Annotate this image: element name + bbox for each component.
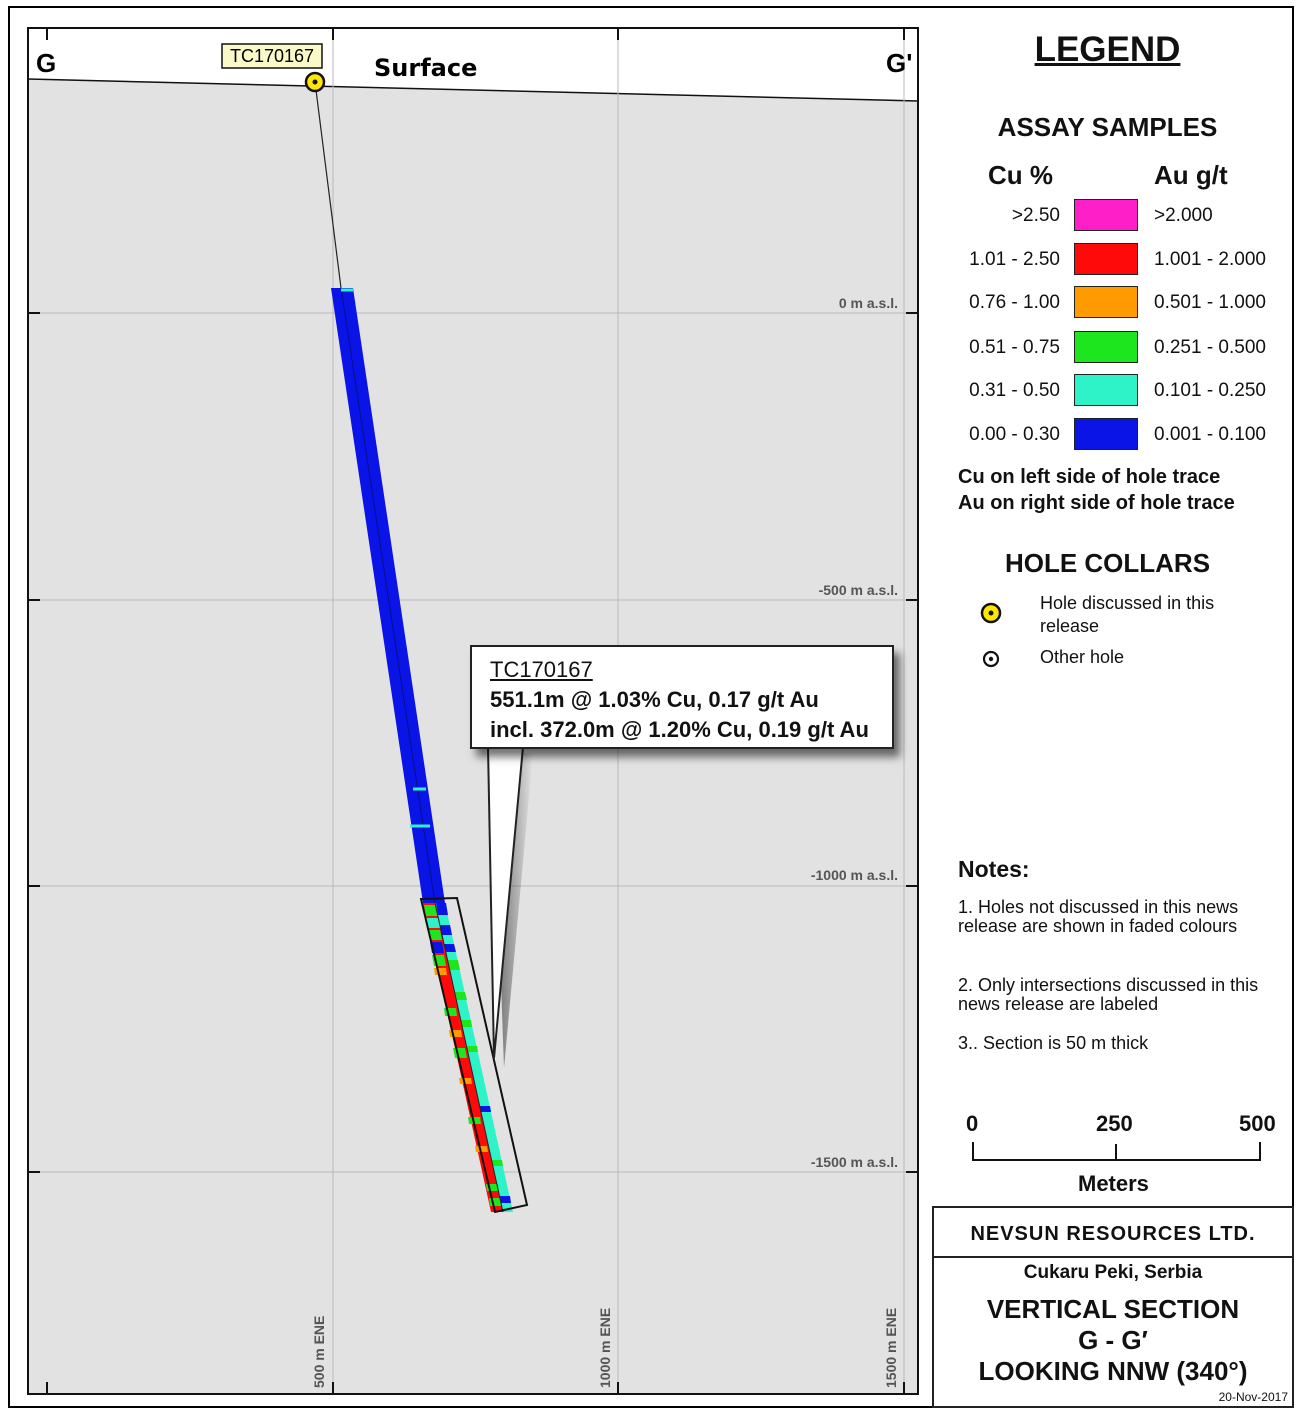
easting-label-1500: 1500 m ENE xyxy=(883,1308,899,1388)
legend-collar-discussed-label: Hole discussed in this release xyxy=(1040,593,1215,636)
legend-swatch-cyan xyxy=(1074,374,1138,406)
legend-au-range-6: 0.001 - 0.100 xyxy=(1154,424,1266,445)
legend-au-range-5: 0.101 - 0.250 xyxy=(1154,380,1266,401)
intercept-callout: TC170167 551.1m @ 1.03% Cu, 0.17 g/t Au … xyxy=(470,645,894,749)
assay-samples-title: ASSAY SAMPLES xyxy=(997,112,1218,142)
section-end-left: G xyxy=(36,48,56,78)
scale-bar xyxy=(972,1142,1261,1161)
scale-unit: Meters xyxy=(1078,1171,1149,1196)
section-end-right: G' xyxy=(886,48,912,78)
callout-intercept-incl: incl. 372.0m @ 1.20% Cu, 0.19 g/t Au xyxy=(490,717,869,742)
elevation-label-1500: -1500 m a.s.l. xyxy=(811,1154,898,1170)
legend-swatch-orange xyxy=(1074,286,1138,318)
legend-collar-discussed-icon xyxy=(980,602,1002,624)
company-name: NEVSUN RESOURCES LTD. xyxy=(934,1208,1292,1258)
section-border xyxy=(27,27,919,1395)
easting-label-1000: 1000 m ENE xyxy=(597,1308,613,1388)
callout-hole-id: TC170167 xyxy=(490,657,593,682)
au-header: Au g/t xyxy=(1154,160,1228,190)
hole-assay-flecks xyxy=(341,288,430,828)
elevation-label-0: 0 m a.s.l. xyxy=(839,295,898,311)
hole-collars-title: HOLE COLLARS xyxy=(1004,548,1211,578)
legend-swatch-green xyxy=(1074,331,1138,363)
legend-cu-range-1: >2.50 xyxy=(1011,205,1060,226)
scale-tick-0: 0 xyxy=(966,1111,979,1136)
legend-collar-other-label: Other hole xyxy=(1040,647,1125,667)
elevation-label-1000: -1000 m a.s.l. xyxy=(811,867,898,883)
legend-cu-range-2: 1.01 - 2.50 xyxy=(969,249,1060,270)
map-title-line-1: VERTICAL SECTION xyxy=(986,1294,1240,1324)
hole-assay-lower xyxy=(423,902,513,1213)
legend-au-range-2: 1.001 - 2.000 xyxy=(1154,249,1266,270)
legend-au-range-1: >2.000 xyxy=(1154,205,1213,226)
scale-tick-500: 500 xyxy=(1239,1111,1276,1136)
intercept-outline xyxy=(419,896,529,1214)
easting-label-500: 500 m ENE xyxy=(311,1316,327,1388)
legend-cu-range-5: 0.31 - 0.50 xyxy=(969,380,1060,401)
legend-title: LEGEND xyxy=(1034,30,1181,69)
legend-side-note-cu: Cu on left side of hole trace xyxy=(958,466,1221,488)
callout-intercept-main: 551.1m @ 1.03% Cu, 0.17 g/t Au xyxy=(490,687,819,712)
scale-tick-250: 250 xyxy=(1096,1111,1133,1136)
legend-cu-range-6: 0.00 - 0.30 xyxy=(969,424,1060,445)
legend-cu-range-4: 0.51 - 0.75 xyxy=(969,337,1060,358)
map-title-line-3: LOOKING NNW (340°) xyxy=(978,1356,1248,1386)
collar-tag-box xyxy=(221,43,323,69)
title-block: NEVSUN RESOURCES LTD. Cukaru Peki, Serbi… xyxy=(932,1206,1294,1408)
surface-label: Surface xyxy=(374,54,477,82)
hole-trace-unsampled xyxy=(314,81,342,289)
cu-header: Cu % xyxy=(988,160,1053,190)
legend-swatch-magenta xyxy=(1074,199,1138,231)
legend-collar-other-icon xyxy=(982,650,1000,668)
axis-ticks xyxy=(28,28,918,1394)
legend-swatch-red xyxy=(1074,243,1138,275)
note-item-3: 3.. Section is 50 m thick xyxy=(958,1033,1149,1053)
map-title-line-2: G - G′ xyxy=(1078,1325,1148,1355)
elevation-label-500: -500 m a.s.l. xyxy=(819,582,898,598)
map-frame xyxy=(8,6,1294,1408)
note-item-2: 2. Only intersections discussed in this … xyxy=(958,975,1259,1014)
hole-assay-cu-upper xyxy=(331,288,435,903)
collar-tag-label: TC170167 xyxy=(230,46,314,66)
hole-assay-au-upper xyxy=(341,288,445,903)
surface-line xyxy=(27,78,919,102)
map-date: 20-Nov-2017 xyxy=(1218,1390,1288,1404)
note-item-1: 1. Holes not discussed in this news rele… xyxy=(958,897,1239,936)
legend-au-range-3: 0.501 - 1.000 xyxy=(1154,292,1266,313)
notes-title: Notes: xyxy=(958,856,1030,882)
legend-au-range-4: 0.251 - 0.500 xyxy=(1154,337,1266,358)
legend-side-note-au: Au on right side of hole trace xyxy=(958,492,1235,514)
legend-swatch-blue xyxy=(1074,418,1138,450)
legend-cu-range-3: 0.76 - 1.00 xyxy=(969,292,1060,313)
project-name: Cukaru Peki, Serbia xyxy=(1023,1262,1203,1283)
